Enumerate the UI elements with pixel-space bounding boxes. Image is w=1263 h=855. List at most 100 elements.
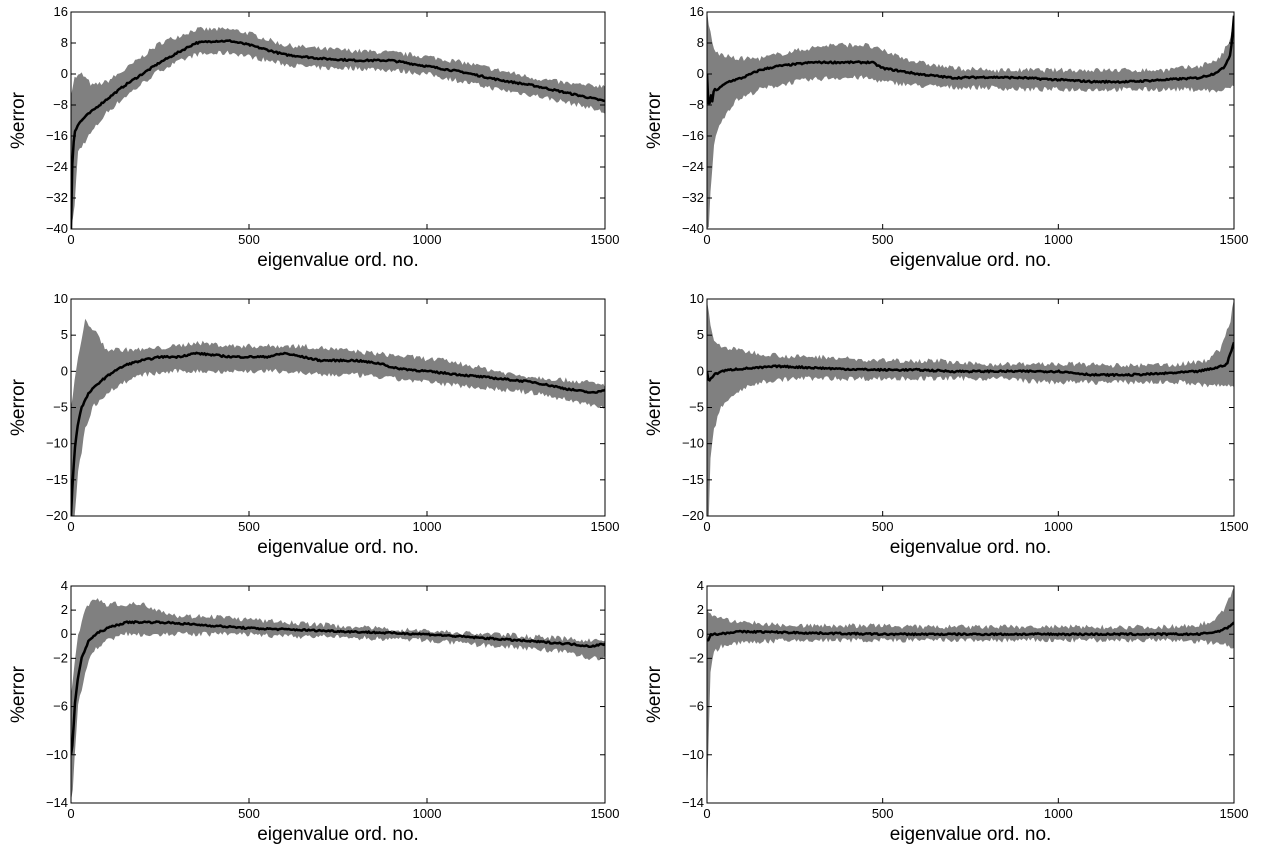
axes-frame bbox=[70, 585, 606, 804]
x-tick-label: 1500 bbox=[1220, 519, 1249, 534]
y-tick-label: −32 bbox=[682, 190, 704, 205]
y-tick-label: −32 bbox=[46, 190, 68, 205]
x-tick-label: 1500 bbox=[591, 806, 620, 821]
axes-frame bbox=[706, 11, 1235, 230]
y-tick-label: 0 bbox=[697, 626, 704, 641]
y-tick-label: 0 bbox=[61, 66, 68, 81]
x-tick-label: 500 bbox=[238, 519, 260, 534]
y-tick-label: −2 bbox=[53, 650, 68, 665]
mean-error-line bbox=[71, 620, 605, 755]
y-tick-label: 5 bbox=[61, 327, 68, 342]
x-tick-label: 1000 bbox=[413, 232, 442, 247]
y-tick-label: 4 bbox=[61, 578, 68, 593]
y-tick-label: 0 bbox=[697, 363, 704, 378]
x-tick-label: 1500 bbox=[591, 519, 620, 534]
y-tick-label: 8 bbox=[61, 35, 68, 50]
y-tick-label: 0 bbox=[697, 66, 704, 81]
x-tick-label: 0 bbox=[703, 519, 710, 534]
y-tick-label: −20 bbox=[46, 508, 68, 523]
axes-frame bbox=[70, 298, 606, 517]
y-axis-label: %error bbox=[644, 378, 665, 436]
x-tick-label: 500 bbox=[872, 519, 894, 534]
error-envelope bbox=[71, 318, 605, 516]
y-tick-label: −15 bbox=[46, 472, 68, 487]
axes-frame bbox=[70, 11, 606, 230]
x-tick-label: 0 bbox=[67, 232, 74, 247]
y-tick-label: −16 bbox=[682, 128, 704, 143]
y-tick-label: −14 bbox=[682, 795, 704, 810]
x-tick-label: 500 bbox=[238, 806, 260, 821]
y-tick-label: 10 bbox=[54, 291, 68, 306]
x-axis-label: eigenvalue ord. no. bbox=[890, 250, 1052, 271]
y-tick-label: 5 bbox=[697, 327, 704, 342]
y-tick-label: −6 bbox=[689, 699, 704, 714]
x-tick-label: 0 bbox=[703, 806, 710, 821]
y-tick-label: −14 bbox=[46, 795, 68, 810]
error-envelope bbox=[707, 299, 1234, 516]
x-tick-label: 500 bbox=[872, 232, 894, 247]
subplot-4: 0 500 1000 1500 −20 −15 −10 −5 0 5 10 eigenvalue or… bbox=[644, 291, 1248, 558]
y-tick-label: −8 bbox=[53, 97, 68, 112]
x-tick-label: 500 bbox=[872, 806, 894, 821]
y-axis-label: %error bbox=[8, 378, 29, 436]
y-tick-label: 0 bbox=[61, 626, 68, 641]
subplot-1: 0 500 1000 1500 −40 −32 −24 −16 −8 0 8 16 eigenvalue… bbox=[8, 4, 619, 271]
x-tick-label: 1000 bbox=[413, 806, 442, 821]
y-tick-label: −10 bbox=[682, 436, 704, 451]
x-tick-label: 500 bbox=[238, 232, 260, 247]
y-axis-label: %error bbox=[8, 665, 29, 723]
error-envelope bbox=[71, 598, 605, 801]
x-axis-label: eigenvalue ord. no. bbox=[257, 537, 419, 558]
x-tick-label: 1000 bbox=[1044, 232, 1073, 247]
axes-frame bbox=[706, 298, 1235, 517]
y-tick-label: 0 bbox=[61, 363, 68, 378]
mean-error-line bbox=[71, 351, 605, 516]
mean-error-line bbox=[707, 15, 1234, 105]
y-tick-label: 4 bbox=[697, 578, 704, 593]
y-tick-label: −5 bbox=[53, 400, 68, 415]
y-tick-label: −24 bbox=[46, 159, 68, 174]
y-tick-label: −20 bbox=[682, 508, 704, 523]
y-tick-label: −2 bbox=[689, 650, 704, 665]
y-tick-label: −8 bbox=[689, 97, 704, 112]
subplot-6: 0 500 1000 1500 −14 −10 −6 −2 0 2 4 eigenvalue ord.… bbox=[644, 578, 1248, 845]
mean-error-line bbox=[71, 39, 605, 229]
x-tick-label: 1500 bbox=[1220, 232, 1249, 247]
y-tick-label: −10 bbox=[46, 747, 68, 762]
y-tick-label: 8 bbox=[697, 35, 704, 50]
y-axis-label: %error bbox=[644, 665, 665, 723]
y-tick-label: −24 bbox=[682, 159, 704, 174]
y-tick-label: 2 bbox=[697, 602, 704, 617]
error-envelope bbox=[707, 587, 1234, 803]
y-tick-label: −5 bbox=[689, 400, 704, 415]
y-axis-label: %error bbox=[644, 91, 665, 149]
x-tick-label: 0 bbox=[67, 519, 74, 534]
x-axis-label: eigenvalue ord. no. bbox=[257, 824, 419, 845]
y-tick-label: 16 bbox=[690, 4, 704, 19]
axes-frame bbox=[706, 585, 1235, 804]
x-axis-label: eigenvalue ord. no. bbox=[890, 537, 1052, 558]
x-axis-label: eigenvalue ord. no. bbox=[890, 824, 1052, 845]
subplot-5: 0 500 1000 1500 −14 −10 −6 −2 0 2 4 eigenvalue ord.… bbox=[8, 578, 619, 845]
subplot-2: 0 500 1000 1500 −40 −32 −24 −16 −8 0 8 16 eigenvalue… bbox=[644, 4, 1248, 271]
y-tick-label: −15 bbox=[682, 472, 704, 487]
x-tick-label: 0 bbox=[703, 232, 710, 247]
y-tick-label: 16 bbox=[54, 4, 68, 19]
y-tick-label: 10 bbox=[690, 291, 704, 306]
y-tick-label: −6 bbox=[53, 699, 68, 714]
x-tick-label: 1000 bbox=[413, 519, 442, 534]
x-tick-label: 1000 bbox=[1044, 806, 1073, 821]
mean-error-line bbox=[707, 341, 1234, 382]
y-tick-label: −10 bbox=[46, 436, 68, 451]
y-tick-label: −10 bbox=[682, 747, 704, 762]
x-tick-label: 1500 bbox=[591, 232, 620, 247]
mean-error-line bbox=[707, 621, 1234, 642]
y-axis-label: %error bbox=[8, 91, 29, 149]
x-axis-label: eigenvalue ord. no. bbox=[257, 250, 419, 271]
x-tick-label: 1500 bbox=[1220, 806, 1249, 821]
y-tick-label: −40 bbox=[46, 221, 68, 236]
x-tick-label: 1000 bbox=[1044, 519, 1073, 534]
y-tick-label: −40 bbox=[682, 221, 704, 236]
x-tick-label: 0 bbox=[67, 806, 74, 821]
